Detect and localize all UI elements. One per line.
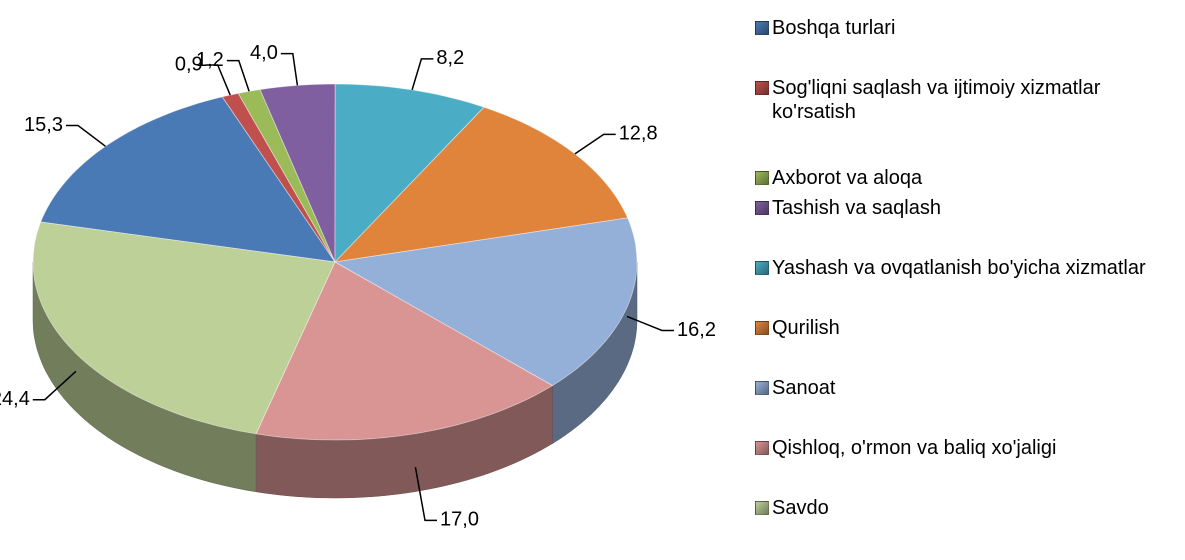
leader-line <box>280 52 299 86</box>
legend-swatch <box>755 321 769 335</box>
data-label: 4,0 <box>250 42 278 64</box>
slice <box>333 217 638 387</box>
data-label: 12,8 <box>619 123 658 145</box>
legend-entry: Qishloq, o'rmon va baliq xo'jaligi <box>755 436 1180 460</box>
leader-line <box>414 466 437 522</box>
legend-swatch <box>755 441 769 455</box>
legend-entry: Sog'liqni saqlash va ijtimoiy xizmatlar … <box>755 76 1180 124</box>
slice <box>255 261 554 441</box>
legend-label: Sanoat <box>772 377 836 399</box>
leader-line <box>626 315 674 332</box>
legend-swatch <box>755 381 769 395</box>
slice <box>32 221 336 435</box>
legend-entry: Tashish va saqlash <box>755 196 1180 220</box>
legend-entry: Qurilish <box>755 316 1180 340</box>
leader-line <box>205 64 231 96</box>
legend-label: Yashash va ovqatlanish bo'yicha xizmatla… <box>772 257 1146 279</box>
data-label: 1,2 <box>196 49 224 71</box>
data-label: 17,0 <box>440 509 479 531</box>
data-label: 16,2 <box>677 319 716 341</box>
leader-line <box>574 133 616 155</box>
data-label: 15,3 <box>24 114 63 136</box>
data-label: 0,9 <box>175 53 203 75</box>
legend-label: Qurilish <box>772 317 840 339</box>
legend-entry: Boshqa turlari <box>755 16 1180 40</box>
legend-swatch <box>755 501 769 515</box>
legend-label: Axborot va aloqa <box>772 167 923 189</box>
legend-label: Sog'liqni saqlash va ijtimoiy xizmatlar … <box>772 77 1101 123</box>
legend-entry: Yashash va ovqatlanish bo'yicha xizmatla… <box>755 256 1180 280</box>
data-label: 8,2 <box>436 47 464 69</box>
legend-label: Boshqa turlari <box>772 17 896 39</box>
legend-swatch <box>755 261 769 275</box>
leader-line <box>226 59 250 92</box>
legend-label: Tashish va saqlash <box>772 197 941 219</box>
legend-swatch <box>755 171 769 185</box>
legend-label: Savdo <box>772 497 829 519</box>
leader-line <box>411 58 434 91</box>
legend-swatch <box>755 81 769 95</box>
legend-entry: Sanoat <box>755 376 1180 400</box>
legend-label: Qishloq, o'rmon va baliq xo'jaligi <box>772 437 1057 459</box>
legend-swatch <box>755 201 769 215</box>
data-label: 24,4 <box>0 388 30 410</box>
legend-entry: Savdo <box>755 496 1180 520</box>
slice <box>40 96 336 263</box>
side-walls <box>32 261 638 499</box>
legend-entry: Axborot va aloqa <box>755 166 1180 190</box>
leader-line <box>66 124 106 147</box>
leader-line <box>32 370 77 401</box>
legend-swatch <box>755 21 769 35</box>
pie-area: 15,3 0,91,2 4,0 8,2 12,8 16,2 17,0 24,4 <box>0 42 716 531</box>
